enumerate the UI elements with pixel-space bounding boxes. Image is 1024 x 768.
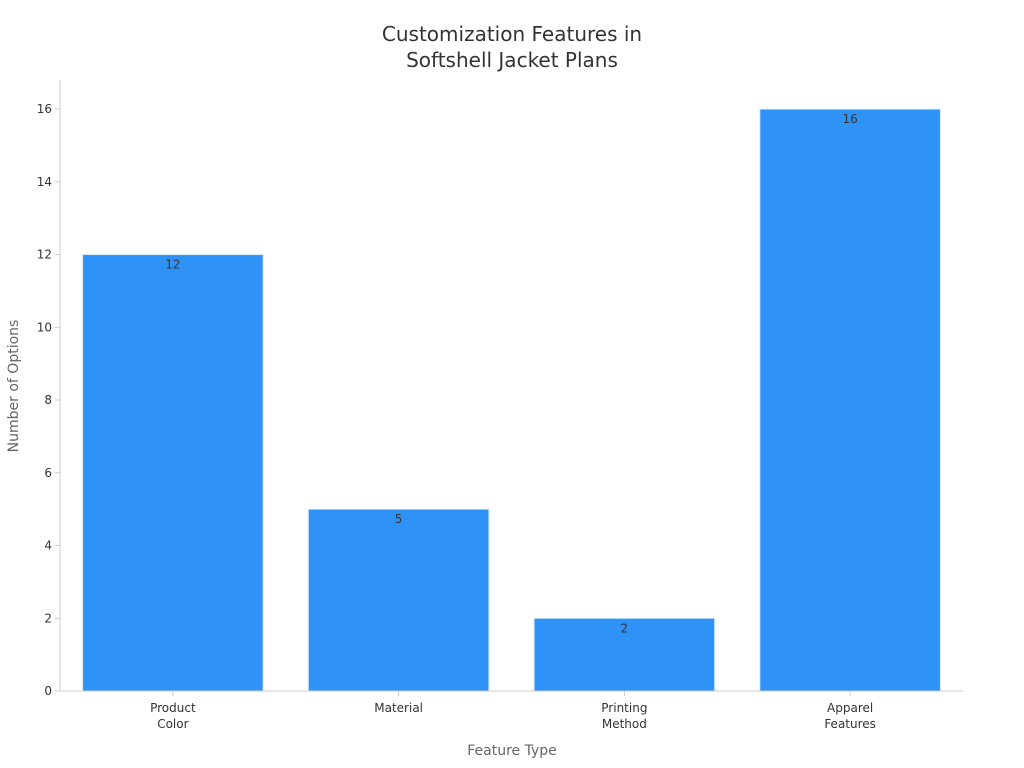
x-tick-label-1-0: Material [374, 701, 423, 715]
x-axis-label: Feature Type [467, 743, 557, 759]
bars-group [82, 108, 941, 692]
bar-1 [307, 508, 490, 692]
x-axis-ticks: Product Color Material Printing Method Appare… [150, 691, 876, 731]
y-tick-label-7: 14 [37, 175, 52, 189]
x-tick-label-2-0: Printing [601, 701, 647, 715]
chart-title-line-2: Softshell Jacket Plans [406, 48, 618, 72]
y-tick-label-1: 2 [44, 611, 52, 625]
y-axis-label: Number of Options [6, 320, 22, 453]
y-tick-label-5: 10 [37, 320, 52, 334]
x-tick-label-2-1: Method [602, 717, 647, 731]
data-label-2: 2 [621, 621, 629, 635]
data-label-0: 12 [165, 258, 180, 272]
bar-0 [82, 254, 264, 692]
data-label-3: 16 [842, 112, 857, 126]
chart-title-line-1: Customization Features in [381, 22, 643, 46]
y-tick-label-0: 0 [44, 684, 52, 698]
x-tick-label-0-0: Product [150, 701, 196, 715]
y-axis-ticks: 0 2 4 6 8 10 12 14 16 [37, 102, 60, 698]
data-labels-group: 12 5 2 16 [165, 112, 858, 635]
x-tick-label-3-1: Features [824, 717, 876, 731]
x-tick-label-3-0: Apparel [827, 701, 873, 715]
y-tick-label-4: 8 [44, 393, 52, 407]
bar-3 [759, 108, 941, 692]
y-tick-label-8: 16 [37, 102, 52, 116]
x-tick-label-0-1: Color [157, 717, 188, 731]
y-tick-label-3: 6 [44, 466, 52, 480]
y-tick-label-2: 4 [44, 539, 52, 553]
data-label-1: 5 [395, 512, 403, 526]
y-tick-label-6: 12 [37, 248, 52, 262]
